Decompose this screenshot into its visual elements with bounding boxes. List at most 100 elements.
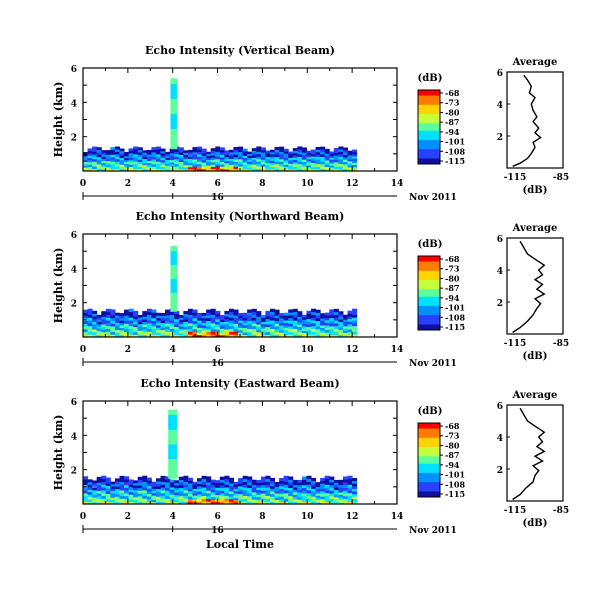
- heatmap-cell: [292, 157, 298, 161]
- heatmap-cell: [192, 484, 198, 487]
- heatmap-cell: [101, 484, 107, 488]
- heatmap-spike-cell: [168, 468, 178, 474]
- heatmap-cell: [114, 156, 120, 160]
- heatmap-cell: [110, 156, 116, 160]
- heatmap-cell: [87, 168, 93, 172]
- heatmap-cell: [142, 334, 148, 338]
- heatmap-cell: [165, 326, 171, 330]
- colorbar-swatch: [418, 439, 440, 442]
- heatmap-cell: [315, 166, 321, 170]
- colorbar-swatch: [418, 151, 440, 154]
- heatmap-cell: [178, 493, 184, 497]
- heatmap-cell: [169, 328, 175, 332]
- heatmap-cell: [233, 147, 239, 150]
- heatmap-cell: [292, 482, 298, 486]
- heatmap-cell: [201, 155, 207, 159]
- heatmap-cell: [124, 165, 130, 168]
- heatmap-cell: [83, 479, 89, 483]
- heatmap-cell: [324, 487, 330, 491]
- heatmap-cell: [114, 148, 120, 152]
- heatmap-cell: [297, 318, 303, 323]
- heatmap-cell: [269, 320, 276, 324]
- colorbar-tick-label: -73: [445, 431, 460, 441]
- heatmap-cell: [269, 328, 276, 332]
- heatmap-cell: [215, 151, 221, 155]
- colorbar-swatch: [418, 285, 440, 288]
- heatmap-spike-cell: [170, 250, 178, 256]
- heatmap-cell: [92, 148, 98, 152]
- heatmap-cell: [352, 164, 358, 168]
- heatmap-cell: [128, 484, 134, 488]
- heatmap-spike-cell: [170, 292, 178, 298]
- colorbar-swatch: [418, 447, 440, 450]
- heatmap-cell: [292, 487, 298, 491]
- heatmap-cell: [297, 501, 303, 505]
- heatmap-cell: [151, 156, 157, 160]
- heatmap-cell: [338, 148, 344, 152]
- heatmap-cell: [333, 159, 339, 163]
- heatmap-cell: [320, 153, 326, 157]
- heatmap-cell: [297, 321, 303, 325]
- heatmap-cell: [219, 490, 225, 494]
- heatmap-cell: [320, 168, 326, 172]
- heatmap-cell: [201, 312, 207, 316]
- heatmap-cell: [142, 487, 148, 491]
- heatmap-cell: [210, 148, 216, 152]
- colorbar-tick-label: -115: [445, 489, 465, 499]
- heatmap-cell: [119, 166, 125, 170]
- heatmap-cell: [292, 150, 298, 154]
- heatmap-cell: [274, 158, 280, 162]
- heatmap-cell: [146, 160, 152, 164]
- heatmap-cell: [288, 161, 294, 164]
- heatmap-cell: [169, 161, 175, 165]
- heatmap-cell: [247, 479, 253, 483]
- heatmap-cell: [215, 494, 221, 498]
- heatmap-cell: [146, 331, 152, 335]
- heatmap-cell: [315, 156, 321, 160]
- heatmap-cell: [96, 325, 102, 329]
- heatmap-cell: [215, 313, 221, 317]
- heatmap-cell: [114, 478, 120, 482]
- heatmap-cell: [142, 316, 148, 320]
- heatmap-cell: [128, 496, 134, 500]
- colorbar-swatch: [418, 478, 440, 481]
- heatmap-spike-cell: [170, 113, 178, 120]
- heatmap-cell: [342, 154, 349, 158]
- heatmap-cell: [92, 334, 98, 338]
- colorbar-swatch: [418, 121, 440, 124]
- heatmap-cell: [96, 161, 102, 165]
- heatmap-cell: [311, 320, 317, 324]
- heatmap-cell: [96, 479, 102, 483]
- heatmap-cell: [178, 321, 184, 325]
- heatmap-cell: [260, 334, 266, 338]
- heatmap-cell: [224, 484, 230, 488]
- heatmap-cell: [265, 321, 271, 325]
- heatmap-cell: [187, 152, 193, 155]
- heatmap-cell: [174, 323, 180, 328]
- heatmap-cell: [324, 489, 330, 494]
- heatmap-spike-cell: [170, 297, 178, 303]
- heatmap-cell: [269, 151, 276, 155]
- heatmap-cell: [224, 481, 230, 485]
- heatmap-cell: [101, 316, 107, 320]
- colorbar-swatch: [418, 291, 440, 294]
- heatmap-cell: [174, 496, 180, 500]
- heatmap-cell: [219, 161, 225, 165]
- heatmap-cell: [333, 161, 339, 165]
- heatmap-cell: [288, 498, 294, 502]
- heatmap-cell: [324, 159, 330, 163]
- heatmap-cell: [215, 492, 221, 495]
- heatmap-cell: [197, 153, 203, 157]
- heatmap-cell: [87, 484, 93, 488]
- heatmap-cell: [197, 317, 203, 321]
- heatmap-cell: [187, 325, 193, 330]
- heatmap-cell: [137, 490, 143, 494]
- heatmap-cell: [251, 155, 257, 158]
- heatmap-cell: [256, 163, 262, 167]
- colorbar-swatch: [418, 485, 440, 489]
- heatmap-cell: [83, 167, 89, 170]
- heatmap-spike-cell: [170, 143, 178, 150]
- heatmap-cell: [174, 156, 180, 160]
- heatmap-cell: [101, 495, 107, 499]
- heatmap-cell: [256, 480, 262, 483]
